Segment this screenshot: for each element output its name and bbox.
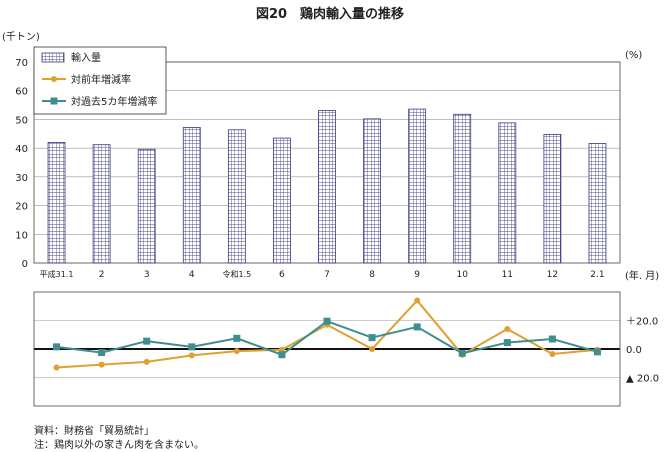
x-tick-label: 3 [144,270,150,280]
legend-swatch-import-volume [41,52,65,63]
point-series-1 [98,361,105,368]
x-tick-label: 2.1 [590,270,604,280]
bar [543,133,562,264]
x-tick-label: 令和1.5 [222,269,251,279]
y-tick-label: 0 [22,259,28,270]
y-tick-label: 20 [15,202,28,213]
y-axis-unit-label: (千トン) [2,31,40,43]
point-series-2 [413,323,421,331]
bar [498,122,517,264]
plot-frame-bottom [33,291,621,407]
bar [318,110,336,264]
legend-marker-yoy [51,76,57,82]
x-tick-label: 8 [369,270,375,280]
point-series-2 [188,343,196,351]
x-tick-label: 7 [324,270,330,280]
footnote: 注：鶏肉以外の家きん肉を含まない。 [34,438,204,451]
point-series-1 [369,346,376,352]
bar [227,129,246,264]
x-tick-label: 11 [502,270,513,280]
source-note: 資料：財務省「貿易統計」 [34,424,154,437]
chart-title: 図20 鶏肉輸入量の推移 [256,6,404,22]
x-tick-label: 2 [99,270,105,280]
point-series-1 [143,358,150,365]
bar [182,127,201,264]
x-tick-label: 平成31.1 [40,269,74,279]
legend-label-import-volume: 輸入量 [71,51,101,64]
point-series-2 [278,351,286,359]
point-series-2 [143,337,151,345]
x-tick-label: 4 [189,270,195,280]
point-series-1 [188,352,195,359]
point-series-2 [233,334,241,342]
point-series-2 [368,334,376,342]
legend-label-5yr: 対過去5カ年増減率 [71,95,157,108]
legend: 輸入量 対前年増減率 対過去5カ年増減率 [33,46,167,115]
point-series-2 [323,317,331,325]
point-series-2 [53,343,61,351]
point-series-1 [233,348,240,355]
bar [453,113,472,264]
x-tick-label: 9 [414,270,420,280]
x-axis-unit-label: (年. 月) [625,269,659,282]
y-tick-label: 50 [15,115,28,126]
point-series-1 [53,364,60,371]
bar [408,108,427,264]
bar [137,148,156,264]
x-tick-label: 10 [457,270,469,280]
y2-tick-label: ＋20.0 [626,317,658,328]
bar [92,144,111,264]
point-series-1 [504,326,511,333]
point-series-2 [458,349,466,357]
bar [273,137,291,264]
point-series-2 [548,335,556,343]
series-line-1 [56,299,598,369]
y-tick-label: 40 [15,144,28,155]
x-tick-label: 6 [279,270,285,280]
x-tick-label: 12 [547,270,558,280]
y-tick-label: 60 [15,87,28,98]
point-series-2 [98,349,106,357]
y-tick-label: 10 [15,230,28,241]
point-series-2 [503,339,511,347]
bar [47,141,66,264]
y-tick-label: 30 [15,173,28,184]
y2-tick-label: 0.0 [626,345,642,356]
bar [588,143,607,264]
legend-label-yoy: 対前年増減率 [71,73,131,86]
y-tick-label: 70 [15,58,28,69]
point-series-1 [549,350,556,357]
point-series-2 [593,348,601,356]
y2-tick-label: ▲ 20.0 [626,374,659,385]
point-series-1 [414,297,421,304]
y2-axis-unit-label: (%) [625,50,642,61]
bar [363,118,381,264]
legend-marker-5yr [50,97,58,105]
